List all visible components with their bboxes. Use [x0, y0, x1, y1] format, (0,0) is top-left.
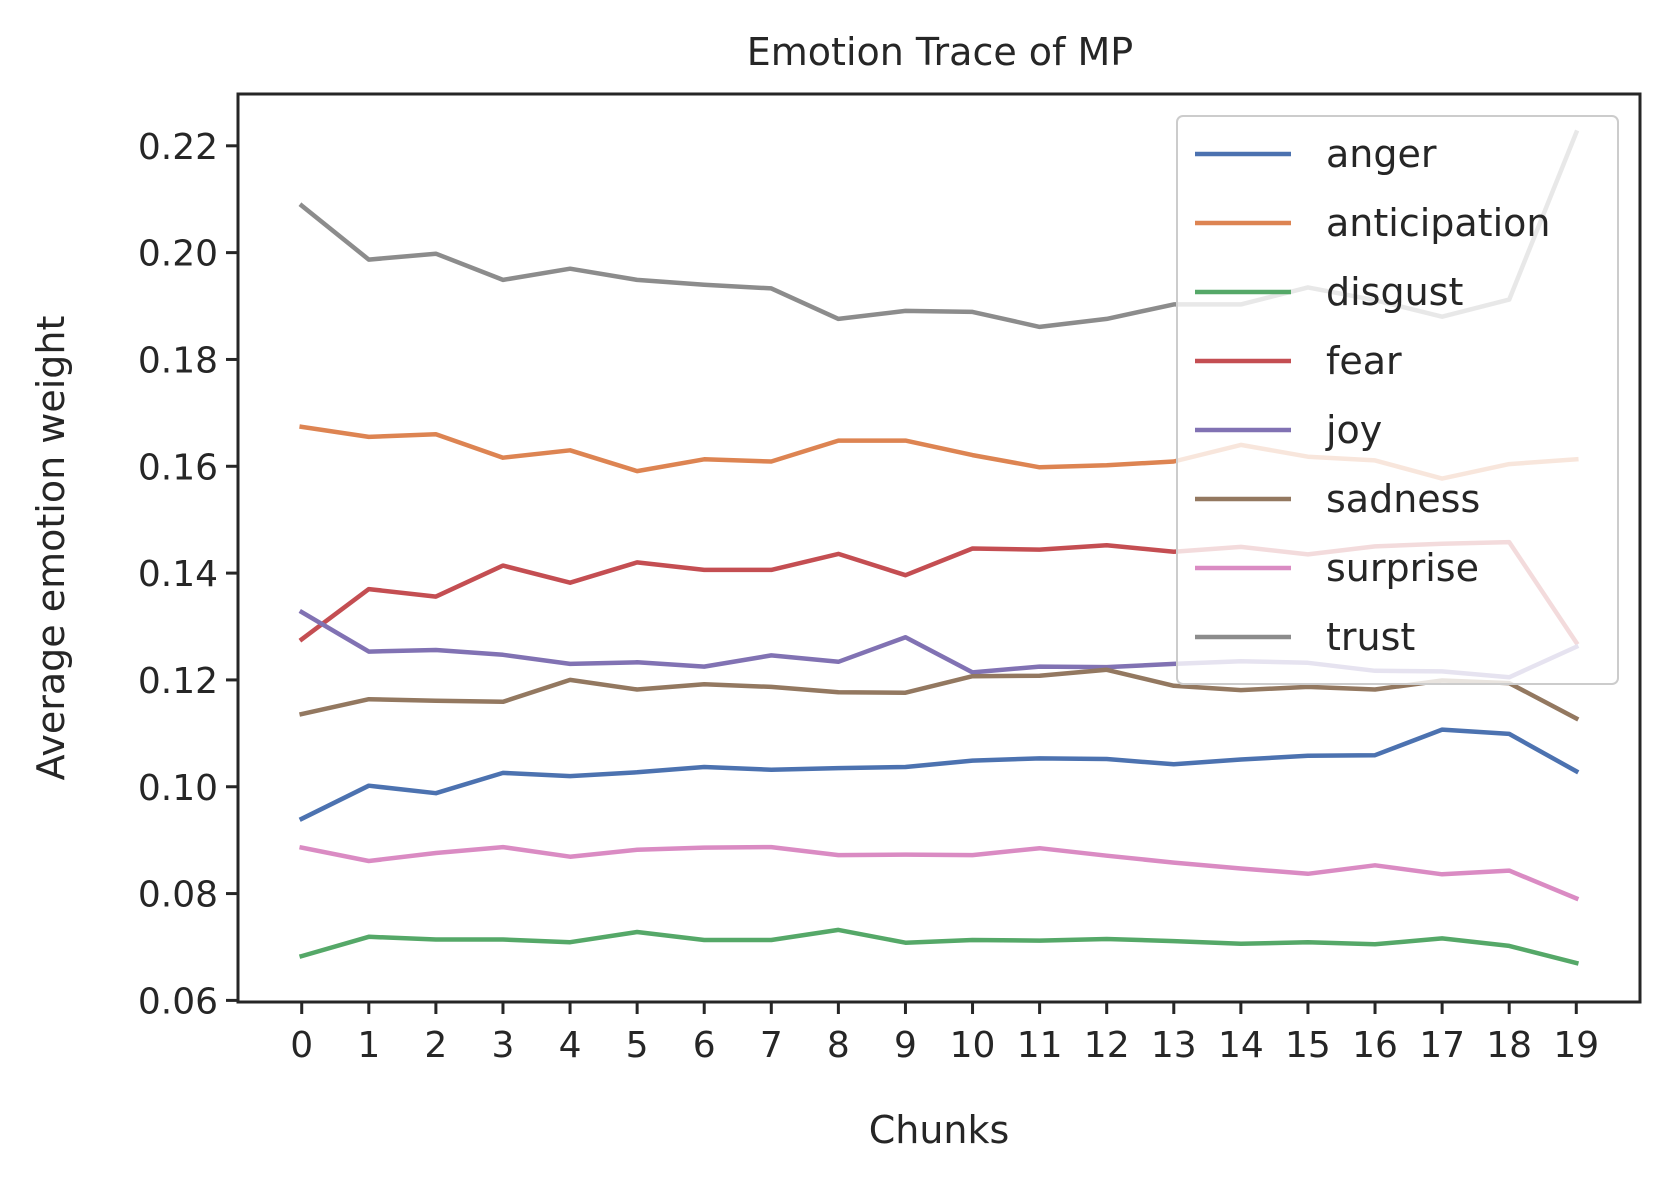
x-axis: 0 1 2 3 4 5 6 7 8 9 10 11 12 13 14 15 16 17 18 19 [290, 1002, 1599, 1066]
y-tick-label: 0.12 [138, 661, 218, 702]
plot-frame [236, 92, 1642, 1004]
y-axis: 0.06 0.08 0.10 0.12 0.14 0.16 0.18 0.20 0.22 [138, 127, 238, 1022]
legend-box [1176, 115, 1619, 685]
x-tick-label: 13 [1151, 1025, 1197, 1066]
legend-label-surprise: surprise [1326, 546, 1479, 590]
series-line-anger [298, 727, 1580, 822]
x-tick-label: 14 [1218, 1025, 1264, 1066]
legend: anger anticipation disgust fear joy sadness su… [1176, 115, 1619, 685]
x-tick-label: 7 [760, 1025, 783, 1066]
series-lines-group [298, 129, 1580, 966]
legend-label-anticipation: anticipation [1326, 201, 1550, 245]
series-line-disgust [298, 927, 1580, 966]
x-tick-label: 0 [290, 1025, 313, 1066]
x-tick-label: 17 [1419, 1025, 1465, 1066]
y-tick-label: 0.14 [138, 554, 218, 595]
legend-label-fear: fear [1326, 339, 1402, 383]
legend-label-joy: joy [1325, 408, 1382, 452]
y-tick-label: 0.22 [138, 127, 218, 168]
legend-label-disgust: disgust [1326, 270, 1463, 314]
x-tick-label: 2 [424, 1025, 447, 1066]
x-tick-label: 1 [357, 1025, 380, 1066]
y-tick-label: 0.20 [138, 234, 218, 275]
legend-label-sadness: sadness [1326, 477, 1480, 521]
chart-title: Emotion Trace of MP [747, 30, 1133, 74]
series-line-sadness [299, 667, 1580, 722]
y-tick-label: 0.10 [138, 768, 218, 809]
x-tick-label: 9 [894, 1025, 917, 1066]
x-tick-label: 16 [1352, 1025, 1398, 1066]
x-tick-label: 11 [1017, 1025, 1063, 1066]
x-tick-label: 15 [1285, 1025, 1331, 1066]
series-line-surprise [299, 844, 1580, 902]
x-tick-label: 19 [1553, 1025, 1599, 1066]
x-tick-label: 4 [559, 1025, 582, 1066]
x-tick-label: 8 [827, 1025, 850, 1066]
x-tick-label: 10 [950, 1025, 996, 1066]
x-tick-label: 18 [1486, 1025, 1532, 1066]
x-tick-label: 3 [492, 1025, 515, 1066]
y-tick-label: 0.06 [138, 981, 218, 1022]
y-tick-label: 0.16 [138, 447, 218, 488]
y-axis-label: Average emotion weight [29, 316, 73, 781]
legend-label-anger: anger [1326, 132, 1437, 176]
legend-label-trust: trust [1326, 615, 1415, 659]
y-tick-label: 0.18 [138, 340, 218, 381]
x-axis-label: Chunks [869, 1108, 1010, 1152]
x-tick-label: 6 [693, 1025, 716, 1066]
x-tick-label: 12 [1084, 1025, 1130, 1066]
y-tick-label: 0.08 [138, 875, 218, 916]
x-tick-label: 5 [626, 1025, 649, 1066]
